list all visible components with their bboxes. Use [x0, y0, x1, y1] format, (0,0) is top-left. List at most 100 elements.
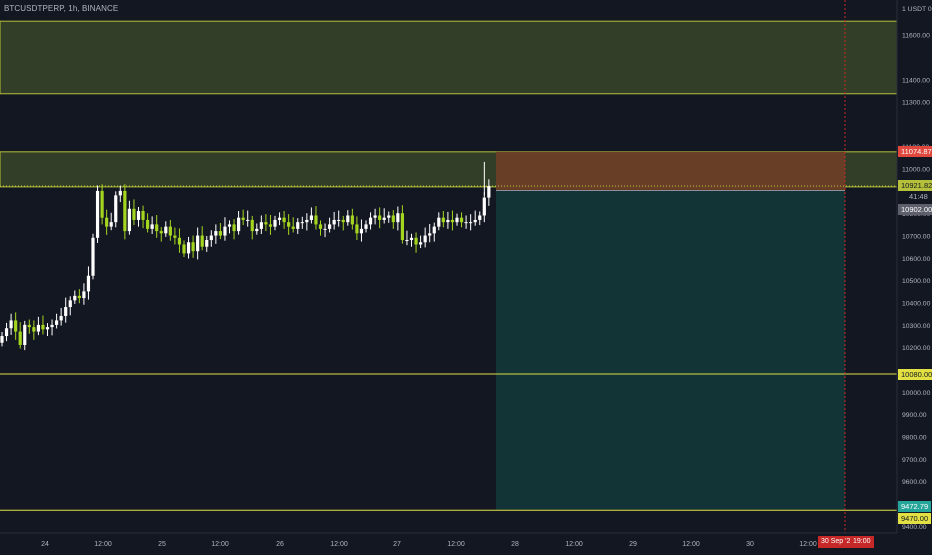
price-tick-label: 9900.00 — [902, 412, 927, 419]
candle-body — [464, 222, 468, 224]
time-tick-label: 12:00 — [330, 541, 348, 548]
candle-body — [32, 327, 36, 332]
candle — [159, 227, 163, 242]
candle — [441, 211, 445, 228]
time-tick-label: 27 — [393, 541, 401, 548]
candle — [150, 216, 154, 235]
candle — [250, 215, 254, 240]
candle-body — [196, 235, 200, 252]
candle-body — [264, 222, 268, 225]
candle — [478, 211, 482, 226]
candle-body — [45, 327, 50, 330]
time-tick-label: 12:00 — [211, 541, 229, 548]
candle-body — [332, 219, 336, 225]
candle-body — [109, 222, 113, 227]
candle-body — [487, 186, 491, 198]
currency-label: 1 USDT 0 — [902, 6, 932, 13]
time-tick-label: 26 — [276, 541, 284, 548]
candle-body — [318, 224, 323, 229]
candle — [332, 211, 336, 230]
candle — [86, 266, 91, 300]
candle — [473, 210, 477, 226]
candle — [364, 220, 368, 233]
candle-body — [77, 295, 81, 299]
candle-body — [14, 320, 18, 332]
candle-body — [396, 213, 400, 223]
candle-body — [482, 197, 486, 216]
candle-body — [209, 235, 213, 241]
candle-body — [364, 224, 368, 229]
position-reward-area — [496, 190, 845, 510]
candle — [337, 210, 341, 227]
candle — [114, 191, 118, 228]
candle — [168, 219, 172, 241]
candle-body — [200, 235, 204, 247]
candle-body — [478, 215, 482, 220]
candle-body — [323, 228, 327, 230]
symbol-title[interactable]: BTCUSDTPERP, 1h, BINANCE — [4, 4, 119, 13]
candle-body — [423, 235, 427, 243]
candle-body — [273, 219, 277, 227]
candle-body — [114, 195, 118, 223]
candle-body — [405, 240, 409, 242]
time-tick-label: 29 — [629, 541, 637, 548]
price-tick-label: 11000.00 — [902, 167, 930, 174]
candle — [18, 322, 22, 349]
candle — [328, 217, 332, 233]
candle — [100, 184, 104, 225]
candle-body — [18, 331, 22, 345]
candle-body — [64, 307, 68, 316]
candle — [200, 226, 204, 251]
candle — [36, 316, 40, 336]
candle — [346, 210, 350, 226]
candle — [95, 185, 100, 243]
candle — [232, 219, 236, 240]
candle — [155, 215, 159, 238]
candle — [350, 208, 354, 230]
price-tick-label: 9800.00 — [902, 435, 927, 442]
lower-level-tag: 9470.00 — [898, 512, 932, 524]
candle — [136, 206, 141, 227]
candle — [59, 307, 63, 326]
candle-body — [268, 224, 273, 227]
candle-body — [232, 224, 236, 232]
candle-body — [428, 233, 432, 236]
candle-body — [437, 217, 441, 227]
candle-body — [0, 336, 4, 343]
candle — [45, 323, 50, 337]
candle-body — [241, 217, 245, 220]
candle-body — [218, 231, 222, 236]
candle-body — [391, 215, 395, 223]
candle-body — [459, 217, 464, 223]
candle — [177, 228, 182, 253]
candle — [255, 223, 259, 235]
entry-price-tag: 10902.00 — [898, 203, 932, 215]
candle — [68, 296, 72, 316]
candle-body — [214, 231, 218, 236]
time-tick-label: 12:00 — [799, 541, 817, 548]
candle — [50, 319, 54, 336]
candle-body — [168, 226, 172, 236]
candle — [382, 208, 386, 224]
candle — [409, 233, 414, 247]
candle-body — [82, 291, 86, 299]
candle — [164, 221, 168, 237]
candle-body — [132, 208, 136, 220]
candle — [64, 297, 68, 323]
candle — [341, 215, 345, 231]
candle — [305, 213, 309, 231]
candle-body — [9, 320, 13, 329]
candle — [141, 205, 145, 229]
candle — [296, 218, 300, 235]
time-tick-label: 12:00 — [447, 541, 465, 548]
candle — [82, 283, 86, 305]
candle — [323, 223, 327, 238]
time-tick-label: 12:00 — [565, 541, 583, 548]
candle-body — [473, 219, 477, 223]
candle-body — [296, 222, 300, 229]
candle — [405, 230, 409, 246]
candle — [391, 210, 395, 229]
candle — [32, 320, 36, 340]
candle-body — [455, 217, 459, 223]
